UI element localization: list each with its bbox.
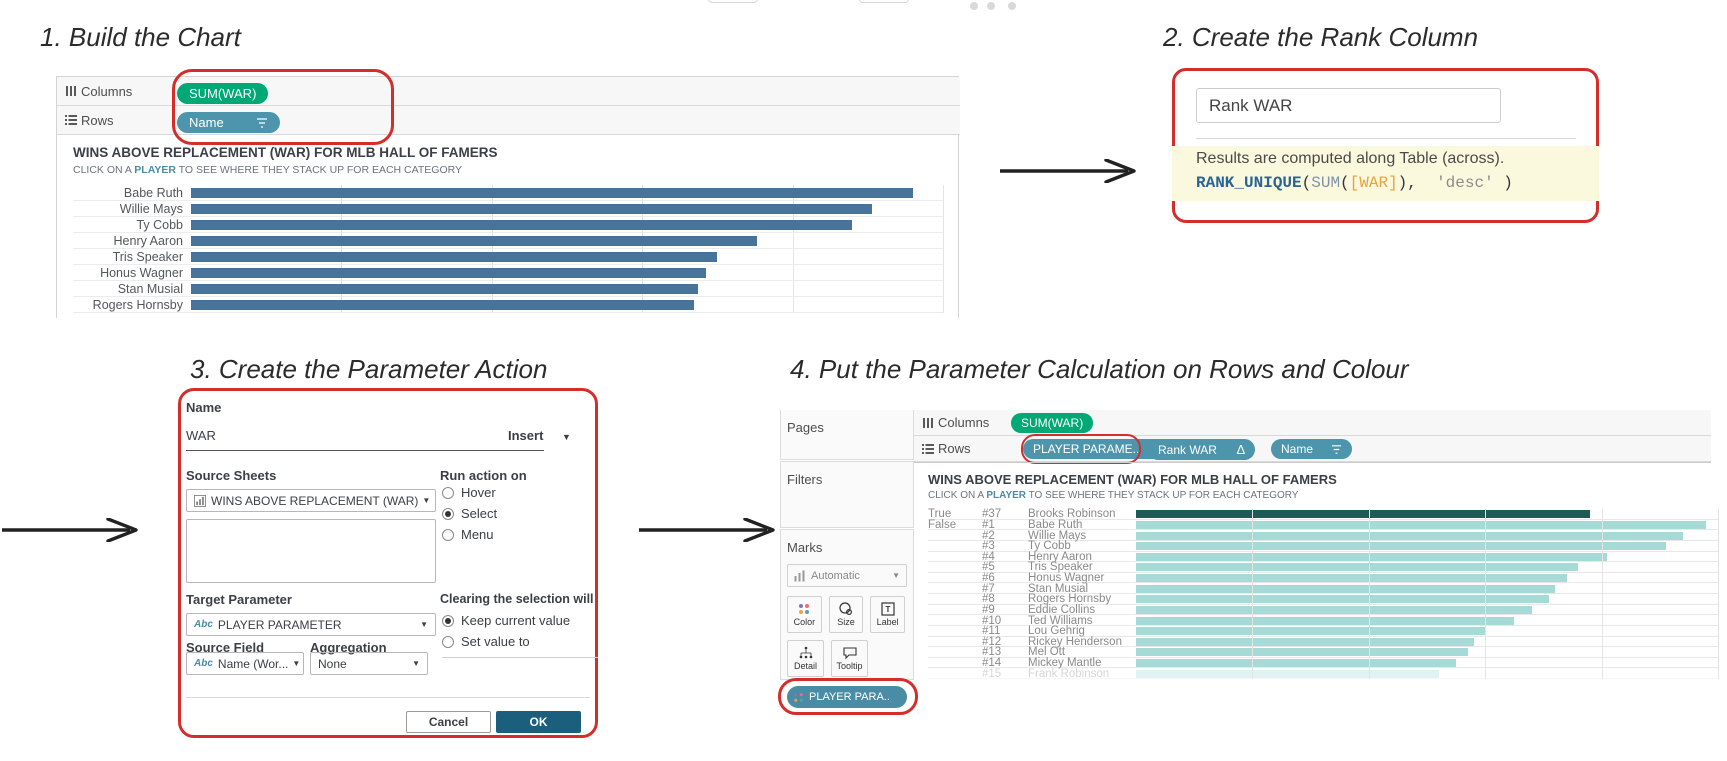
svg-text:T: T (885, 605, 890, 614)
